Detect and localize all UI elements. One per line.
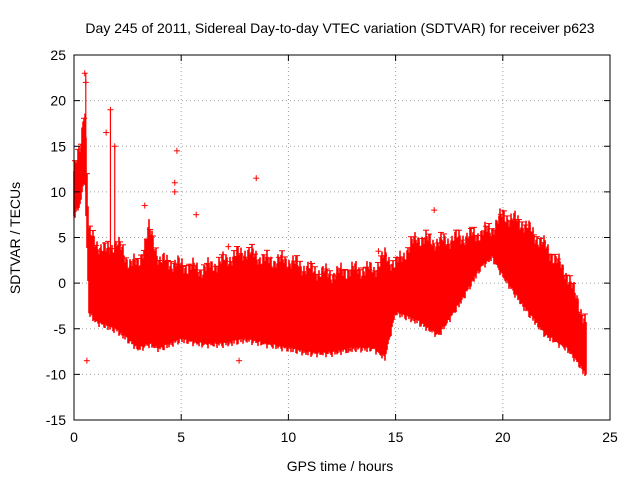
- outlier-point: [81, 70, 88, 77]
- y-axis-label: SDTVAR / TECUs: [7, 182, 23, 294]
- x-axis-label: GPS time / hours: [287, 458, 394, 474]
- outlier-point: [345, 346, 352, 353]
- outlier-point: [173, 147, 180, 154]
- y-tick-label: -10: [46, 366, 66, 382]
- chart-title: Day 245 of 2011, Sidereal Day-to-day VTE…: [85, 20, 594, 36]
- y-tick-label: -5: [54, 321, 67, 337]
- outlier-point: [253, 175, 260, 182]
- x-tick-label: 0: [70, 429, 78, 445]
- outlier-point: [141, 202, 148, 209]
- x-tick-label: 10: [281, 429, 297, 445]
- outlier-point: [236, 357, 243, 364]
- ticks: 0 5 10 15 20 25 -15 -10 -5 0 5 10 15 20 25: [46, 47, 618, 445]
- outlier-point: [83, 357, 90, 364]
- x-tick-label: 15: [388, 429, 404, 445]
- y-tick-label: 20: [50, 93, 66, 109]
- data-points: [72, 70, 588, 376]
- outlier-point: [193, 211, 200, 218]
- y-tick-label: 5: [58, 230, 66, 246]
- x-tick-label: 5: [177, 429, 185, 445]
- outlier-point: [225, 243, 232, 250]
- outlier-point: [171, 179, 178, 186]
- outlier-point: [431, 207, 438, 214]
- y-tick-label: -15: [46, 412, 66, 428]
- outlier-point: [375, 248, 382, 255]
- x-tick-label: 25: [602, 429, 618, 445]
- y-tick-label: 10: [50, 184, 66, 200]
- y-tick-label: 0: [58, 275, 66, 291]
- outlier-point: [171, 188, 178, 195]
- y-tick-label: 25: [50, 47, 66, 63]
- y-tick-label: 15: [50, 138, 66, 154]
- x-tick-label: 20: [495, 429, 511, 445]
- outlier-point: [103, 129, 110, 136]
